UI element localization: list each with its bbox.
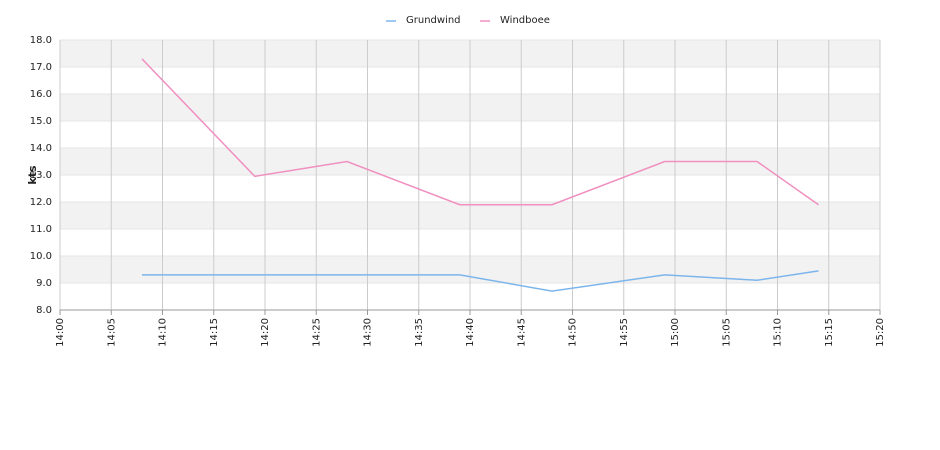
x-tick-label: 15:10 [773,318,784,347]
y-tick-label: 16.0 [30,89,52,100]
x-tick-label: 15:15 [824,318,835,347]
x-tick-label: 15:20 [875,318,886,347]
y-tick-label: 17.0 [30,62,52,73]
x-tick-label: 14:30 [363,318,374,347]
y-tick-label: 11.0 [30,224,52,235]
x-tick-label: 14:05 [106,318,117,347]
x-tick-label: 14:00 [55,318,66,347]
x-tick-label: 14:55 [619,318,630,347]
x-tick-label: 14:20 [260,318,271,347]
legend-label: Grundwind [406,15,461,26]
y-tick-label: 15.0 [30,116,52,127]
y-tick-label: 14.0 [30,143,52,154]
y-tick-label: 18.0 [30,35,52,46]
x-tick-label: 15:05 [721,318,732,347]
y-tick-label: 12.0 [30,197,52,208]
y-tick-label: 9.0 [36,278,52,289]
x-tick-label: 14:50 [568,318,579,347]
x-tick-label: 14:25 [311,318,322,347]
x-tick-label: 14:10 [158,318,169,347]
x-tick-label: 14:35 [414,318,425,347]
line [142,270,819,292]
line [141,58,819,206]
y-tick-label: 13.0 [30,170,52,181]
x-tick-label: 14:45 [516,318,527,347]
y-axis-label: kts [26,165,39,185]
x-tick-label: 14:40 [465,318,476,347]
y-tick-label: 10.0 [30,251,52,262]
x-tick-label: 14:15 [209,318,220,347]
y-tick-label: 8.0 [36,305,52,316]
legend-label: Windboee [500,15,550,26]
x-tick-label: 15:00 [670,318,681,347]
